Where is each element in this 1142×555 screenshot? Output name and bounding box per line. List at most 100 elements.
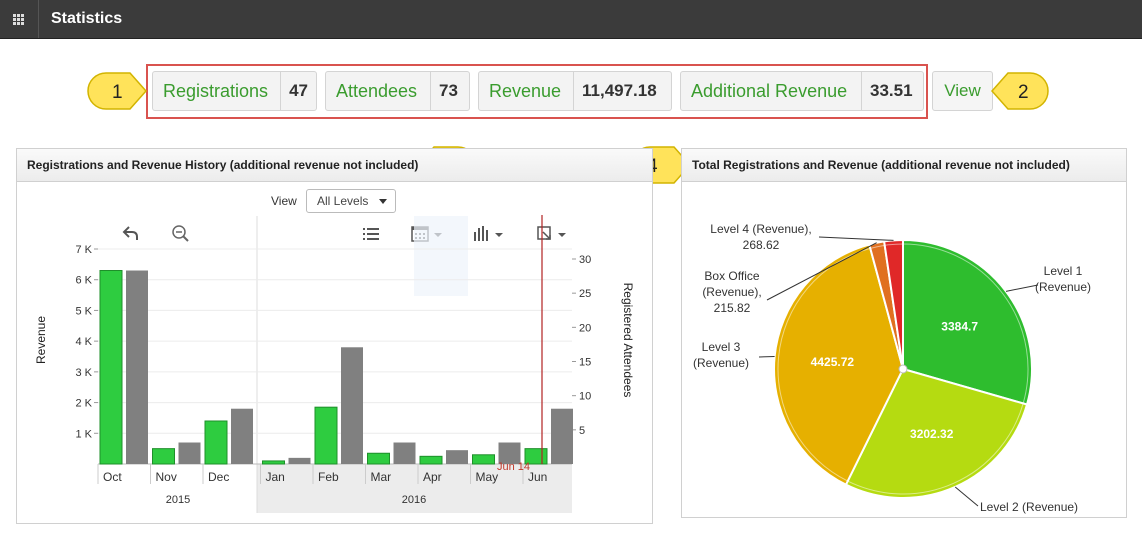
x-tick-label: Mar — [371, 470, 392, 484]
pie-chart: 3384.7 3202.32 4425.72 Level 1 (Revenue) Leve… — [693, 222, 1091, 514]
y2-tick-label: 25 — [579, 288, 591, 300]
bar-attendees — [341, 347, 363, 464]
x-tick-label: Jan — [266, 470, 285, 484]
y-tick-label: 4 K — [75, 336, 92, 348]
y2-axis-title: Registered Attendees — [621, 283, 635, 398]
year-label: 2015 — [166, 494, 190, 506]
y2-tick-label: 5 — [579, 425, 585, 437]
pie-center — [898, 364, 908, 374]
y2-tick-label: 30 — [579, 254, 591, 266]
y-tick-label: 6 K — [75, 275, 92, 287]
pie-value-label: 3384.7 — [941, 319, 978, 333]
bar-revenue — [472, 454, 495, 465]
bar-attendees — [231, 408, 253, 464]
pie-outer-label: (Revenue), — [702, 285, 761, 299]
pie-outer-label: Level 4 (Revenue), — [710, 222, 811, 236]
x-tick-label: Dec — [208, 470, 229, 484]
bar-attendees — [393, 442, 416, 464]
callout-number: 1 — [112, 82, 123, 103]
pie-slice-rim — [884, 243, 904, 246]
x-tick-label: Jun — [528, 470, 547, 484]
pie-slice-level3 — [773, 243, 905, 487]
x-tick-label: Feb — [318, 470, 339, 484]
pie-value-label: 3202.32 — [910, 427, 954, 441]
pie-outer-label: Box Office — [704, 269, 759, 283]
bar-revenue — [419, 455, 443, 465]
top-bar: Statistics — [0, 0, 1142, 39]
bar-attendees — [498, 442, 521, 464]
view-button[interactable]: View — [932, 71, 993, 111]
pie-slice-rim — [902, 243, 1029, 404]
stat-registrations[interactable]: Registrations 47 — [152, 71, 317, 111]
x-tick-label: Apr — [423, 470, 442, 484]
stat-value: 73 — [430, 72, 466, 110]
year-label: 2016 — [402, 494, 426, 506]
y-tick-label: 2 K — [75, 398, 92, 410]
stat-value: 47 — [280, 72, 316, 110]
year-band-2016 — [257, 464, 572, 513]
stat-label: Attendees — [336, 80, 418, 101]
stat-label: Revenue — [489, 80, 562, 101]
history-panel-title: Registrations and Revenue History (addit… — [17, 149, 652, 182]
bar-attendees — [551, 408, 573, 464]
stat-label: Additional Revenue — [691, 80, 848, 101]
callout-number: 2 — [1018, 82, 1029, 103]
stat-value: 11,497.18 — [573, 72, 665, 110]
pie-connector — [818, 236, 894, 241]
callout-1: 1 — [87, 72, 148, 110]
pie-value-label: 4425.72 — [811, 355, 855, 369]
pie-outer-label: Level 2 (Revenue) — [980, 500, 1078, 514]
bar-chart-icon[interactable] — [472, 224, 506, 242]
bar-revenue — [204, 420, 228, 465]
stat-additional-revenue[interactable]: Additional Revenue 33.51 — [680, 71, 924, 111]
bar-attendees — [288, 457, 311, 464]
selection-highlight — [414, 216, 468, 296]
pie-connector — [766, 242, 877, 301]
bar-attendees — [126, 270, 148, 464]
view-select-label: View — [271, 194, 297, 208]
pie-connector — [1005, 284, 1039, 292]
pie-outer-label: 268.62 — [743, 238, 780, 252]
date-marker-label: Jun 14 — [497, 461, 530, 473]
pie-outer-label: 215.82 — [714, 301, 751, 315]
y2-tick-label: 20 — [579, 322, 591, 334]
undo-icon[interactable] — [122, 224, 140, 242]
y-tick-label: 7 K — [75, 244, 92, 256]
y2-tick-label: 15 — [579, 357, 591, 369]
y-axis-title: Revenue — [34, 316, 48, 364]
pie-slice-level4 — [882, 238, 904, 370]
pie-outer-label: Level 1 — [1044, 264, 1083, 278]
pie-outer-label: (Revenue) — [1035, 280, 1091, 294]
chevron-down-icon — [379, 199, 387, 204]
bar-revenue — [314, 406, 338, 465]
bar-revenue — [99, 270, 123, 465]
total-panel-title: Total Registrations and Revenue (additio… — [682, 149, 1126, 182]
bar-attendees — [446, 450, 468, 464]
x-tick-label: May — [476, 470, 499, 484]
y-tick-label: 1 K — [75, 428, 92, 440]
stat-attendees[interactable]: Attendees 73 — [325, 71, 470, 111]
stats-highlight-box — [146, 64, 928, 119]
pie-outer-label: (Revenue) — [693, 356, 749, 370]
bar-attendees — [178, 442, 201, 464]
y-tick-label: 3 K — [75, 367, 92, 379]
x-tick-label: Oct — [103, 470, 122, 484]
zoom-out-icon[interactable] — [171, 224, 191, 242]
grid-menu-button[interactable] — [0, 0, 39, 38]
stat-revenue[interactable]: Revenue 11,497.18 — [478, 71, 672, 111]
stat-label: Registrations — [163, 80, 269, 101]
page-title: Statistics — [51, 10, 123, 27]
pie-connector — [954, 486, 979, 507]
stat-value: 33.51 — [861, 72, 921, 110]
bar-revenue — [367, 452, 390, 465]
y-tick-label: 5 K — [75, 305, 92, 317]
callout-2: 2 — [990, 72, 1049, 110]
export-icon[interactable] — [537, 224, 569, 242]
level-select[interactable]: All Levels — [306, 189, 396, 213]
list-icon[interactable] — [362, 226, 380, 242]
x-tick-label: Nov — [156, 470, 177, 484]
history-chart: 1 K 2 K 3 K 4 K 5 K 6 K 7 K 5 10 15 20 25 30 Revenue R… — [34, 215, 635, 513]
bar-revenue — [152, 448, 175, 465]
level-select-value: All Levels — [317, 194, 369, 208]
pie-outer-label: Level 3 — [702, 340, 741, 354]
